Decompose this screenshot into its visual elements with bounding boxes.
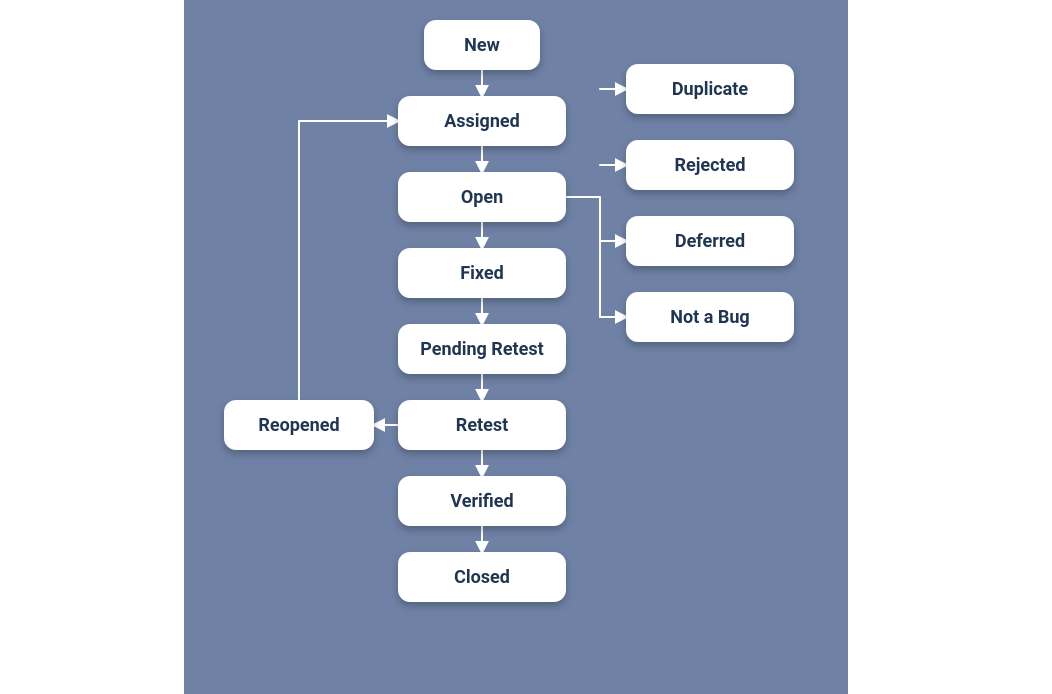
- node-new: New: [424, 20, 540, 70]
- node-closed: Closed: [398, 552, 566, 602]
- node-deferred: Deferred: [626, 216, 794, 266]
- diagram-stage: New Assigned Open Fixed Pending Retest R…: [0, 0, 1052, 694]
- node-reopened: Reopened: [224, 400, 374, 450]
- node-fixed: Fixed: [398, 248, 566, 298]
- node-notabug: Not a Bug: [626, 292, 794, 342]
- node-open: Open: [398, 172, 566, 222]
- node-assigned: Assigned: [398, 96, 566, 146]
- node-verified: Verified: [398, 476, 566, 526]
- node-rejected: Rejected: [626, 140, 794, 190]
- node-retest: Retest: [398, 400, 566, 450]
- node-duplicate: Duplicate: [626, 64, 794, 114]
- node-pending: Pending Retest: [398, 324, 566, 374]
